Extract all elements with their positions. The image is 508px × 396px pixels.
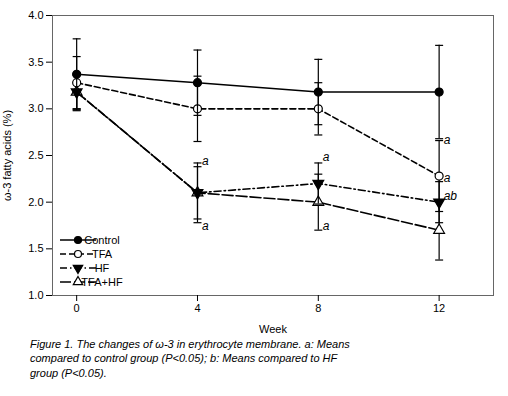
svg-text:a: a [323, 219, 330, 233]
svg-text:Week: Week [259, 323, 287, 335]
svg-text:0: 0 [74, 302, 80, 314]
svg-text:1.0: 1.0 [28, 289, 43, 301]
svg-text:a: a [444, 133, 451, 147]
svg-text:a: a [323, 150, 330, 164]
svg-text:ab: ab [444, 189, 458, 203]
svg-text:a: a [444, 171, 451, 185]
svg-text:a: a [202, 154, 209, 168]
svg-text:TFA: TFA [92, 248, 113, 260]
html-text:group (P<0.05).: group (P<0.05). [30, 366, 107, 379]
svg-text:1.5: 1.5 [28, 242, 43, 254]
svg-text:Control: Control [84, 234, 119, 246]
svg-text:12: 12 [433, 302, 445, 314]
svg-text:TFA+HF: TFA+HF [81, 276, 123, 288]
svg-text:2.0: 2.0 [28, 196, 43, 208]
svg-text:HF: HF [95, 262, 110, 274]
svg-text:2.5: 2.5 [28, 149, 43, 161]
svg-text:4: 4 [194, 302, 200, 314]
svg-text:a: a [202, 219, 209, 233]
svg-text:3.0: 3.0 [28, 102, 43, 114]
svg-text:3.5: 3.5 [28, 56, 43, 68]
svg-text:ω-3 fatty acids (%): ω-3 fatty acids (%) [1, 110, 13, 201]
html-text:compared to control group (P<0: compared to control group (P<0.05); b: M… [30, 352, 338, 365]
html-text:Figure 1. The changes of ω-3 i: Figure 1. The changes of ω-3 in erythroc… [30, 338, 350, 350]
svg-text:8: 8 [315, 302, 321, 314]
svg-text:4.0: 4.0 [28, 9, 43, 21]
